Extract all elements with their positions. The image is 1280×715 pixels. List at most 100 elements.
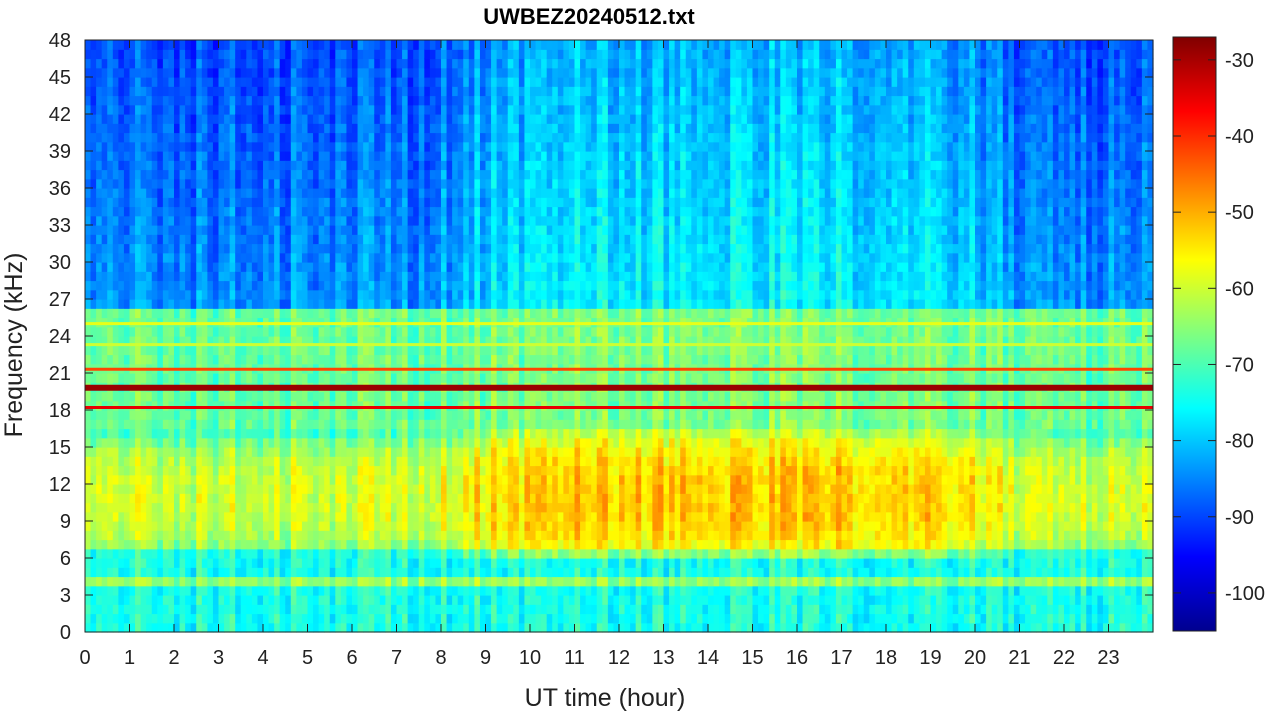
spectrogram-cell bbox=[418, 354, 425, 365]
spectrogram-cell bbox=[112, 521, 119, 531]
spectrogram-cell bbox=[301, 132, 309, 143]
spectrogram-cell bbox=[235, 141, 242, 152]
spectrogram-cell bbox=[352, 40, 359, 50]
spectrogram-cell bbox=[396, 308, 403, 319]
spectrogram-cell bbox=[151, 243, 158, 254]
spectrogram-cell bbox=[96, 567, 103, 578]
spectrogram-cell bbox=[274, 400, 281, 411]
spectrogram-cell bbox=[340, 354, 348, 365]
spectrogram-cell bbox=[207, 178, 214, 189]
spectrogram-cell bbox=[346, 428, 353, 439]
spectrogram-cell bbox=[407, 178, 414, 189]
spectrogram-cell bbox=[107, 354, 114, 365]
spectrogram-cell bbox=[85, 197, 92, 208]
spectrogram-cell bbox=[357, 151, 364, 161]
spectrogram-cell bbox=[368, 280, 375, 291]
spectrogram-cell bbox=[324, 622, 331, 633]
spectrogram-cell bbox=[485, 604, 492, 615]
spectrogram-cell bbox=[123, 558, 131, 568]
spectrogram-cell bbox=[479, 40, 487, 50]
spectrogram-cell bbox=[485, 345, 492, 356]
spectrogram-cell bbox=[190, 354, 197, 365]
spectrogram-cell bbox=[301, 289, 309, 300]
spectrogram-cell bbox=[279, 49, 286, 60]
spectrogram-cell bbox=[307, 289, 314, 300]
spectrogram-cell bbox=[151, 484, 158, 494]
spectrogram-cell bbox=[390, 271, 398, 282]
spectrogram-cell bbox=[229, 622, 236, 633]
spectrogram-cell bbox=[229, 299, 236, 309]
spectrogram-cell bbox=[446, 391, 453, 402]
spectrogram-cell bbox=[157, 502, 164, 513]
spectrogram-cell bbox=[368, 132, 375, 143]
spectrogram-cell bbox=[363, 225, 370, 235]
spectrogram-cell bbox=[190, 280, 197, 291]
spectrogram-cell bbox=[263, 400, 270, 411]
spectrogram-cell bbox=[396, 326, 403, 337]
spectrogram-cell bbox=[441, 308, 448, 319]
spectrogram-cell bbox=[96, 326, 103, 337]
spectrogram-cell bbox=[246, 123, 253, 134]
spectrogram-cell bbox=[301, 576, 309, 587]
spectrogram-cell bbox=[168, 40, 175, 50]
spectrogram-cell bbox=[135, 104, 142, 115]
spectrogram-cell bbox=[162, 326, 170, 337]
spectrogram-cell bbox=[457, 465, 464, 476]
spectrogram-cell bbox=[257, 391, 264, 402]
spectrogram-cell bbox=[413, 58, 420, 69]
spectrogram-cell bbox=[385, 456, 392, 467]
spectrogram-cell bbox=[418, 428, 425, 439]
spectrogram-cell bbox=[396, 604, 403, 615]
spectrogram-cell bbox=[390, 576, 398, 587]
spectrogram-cell bbox=[268, 206, 275, 217]
spectrogram-cell bbox=[268, 225, 275, 235]
spectrogram-cell bbox=[479, 548, 487, 559]
spectrogram-cell bbox=[212, 132, 220, 143]
spectrogram-cell bbox=[379, 604, 386, 615]
spectrogram-cell bbox=[285, 567, 292, 578]
spectrogram-cell bbox=[374, 558, 381, 568]
spectrogram-cell bbox=[474, 67, 481, 78]
spectrogram-cell bbox=[146, 391, 153, 402]
spectrogram-cell bbox=[390, 280, 398, 291]
spectrogram-cell bbox=[112, 622, 119, 633]
spectrogram-cell bbox=[90, 447, 97, 457]
spectrogram-cell bbox=[157, 123, 164, 134]
spectrogram-cell bbox=[185, 280, 192, 291]
spectrogram-cell bbox=[196, 308, 203, 319]
spectrogram-cell bbox=[413, 280, 420, 291]
spectrogram-cell bbox=[207, 419, 214, 430]
spectrogram-cell bbox=[251, 484, 259, 494]
spectrogram-cell bbox=[463, 558, 470, 568]
spectrogram-cell bbox=[352, 289, 359, 300]
spectrogram-cell bbox=[407, 86, 414, 97]
spectrogram-cell bbox=[85, 336, 92, 346]
spectrogram-cell bbox=[468, 400, 475, 411]
spectrogram-cell bbox=[185, 585, 192, 596]
spectrogram-cell bbox=[224, 428, 231, 439]
spectrogram-cell bbox=[274, 178, 281, 189]
spectrogram-cell bbox=[318, 206, 325, 217]
spectrogram-cell bbox=[90, 548, 97, 559]
spectrogram-cell bbox=[452, 49, 459, 60]
spectrogram-cell bbox=[185, 243, 192, 254]
spectrogram-cell bbox=[324, 604, 331, 615]
spectrogram-cell bbox=[407, 132, 414, 143]
spectrogram-cell bbox=[307, 178, 314, 189]
spectrogram-cell bbox=[296, 585, 303, 596]
spectrogram-cell bbox=[179, 539, 186, 550]
spectrogram-cell bbox=[313, 141, 320, 152]
spectrogram-cell bbox=[246, 521, 253, 531]
spectrogram-cell bbox=[335, 188, 342, 198]
spectrogram-cell bbox=[485, 299, 492, 309]
spectrogram-cell bbox=[218, 558, 225, 568]
spectrogram-cell bbox=[224, 567, 231, 578]
spectrogram-cell bbox=[218, 252, 225, 263]
spectrogram-cell bbox=[424, 354, 431, 365]
spectrogram-cell bbox=[90, 114, 97, 124]
spectrogram-cell bbox=[135, 410, 142, 420]
spectrogram-cell bbox=[246, 151, 253, 161]
spectrogram-cell bbox=[301, 123, 309, 134]
spectrogram-cell bbox=[290, 326, 297, 337]
spectrogram-cell bbox=[429, 604, 437, 615]
